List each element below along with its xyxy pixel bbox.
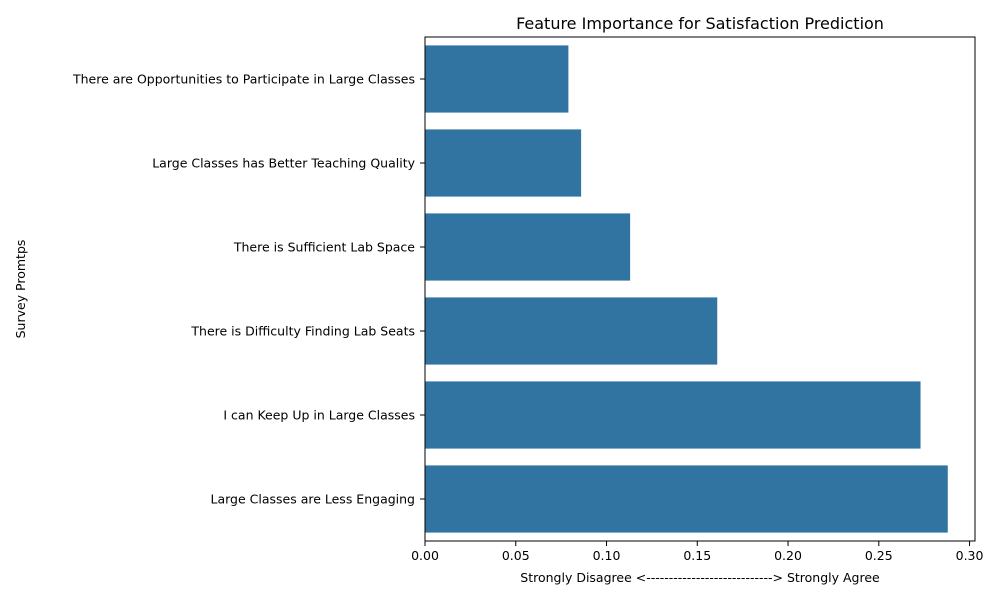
bar-4 (425, 297, 718, 365)
plot-frame (424, 36, 976, 542)
x-axis-ticks: 0.00 0.05 0.10 0.15 0.20 0.25 0.30 (411, 541, 984, 563)
x-tick-label: 0.25 (865, 548, 893, 563)
x-tick-label: 0.05 (502, 548, 530, 563)
y-tick-label: There are Opportunities to Participate i… (72, 72, 415, 87)
x-tick-label: 0.15 (683, 548, 711, 563)
y-axis-ticks: There are Opportunities to Participate i… (72, 72, 425, 507)
bars-group (425, 45, 948, 533)
x-axis-label: Strongly Disagree <---------------------… (520, 570, 880, 585)
bar-2 (425, 129, 582, 197)
bar-3 (425, 213, 631, 281)
y-tick-label: Large Classes are Less Engaging (210, 492, 415, 507)
y-tick-label: There is Sufficient Lab Space (233, 240, 415, 255)
x-tick-label: 0.30 (956, 548, 984, 563)
x-tick-label: 0.10 (593, 548, 621, 563)
bar-6 (425, 465, 948, 533)
bar-1 (425, 45, 569, 113)
bar-5 (425, 381, 921, 449)
y-tick-label: There is Difficulty Finding Lab Seats (190, 324, 415, 339)
y-tick-label: Large Classes has Better Teaching Qualit… (152, 156, 415, 171)
y-axis-label: Survey Promtps (13, 240, 28, 339)
x-tick-label: 0.00 (411, 548, 439, 563)
x-tick-label: 0.20 (774, 548, 802, 563)
y-tick-label: I can Keep Up in Large Classes (223, 408, 415, 423)
chart-title: Feature Importance for Satisfaction Pred… (516, 14, 884, 33)
